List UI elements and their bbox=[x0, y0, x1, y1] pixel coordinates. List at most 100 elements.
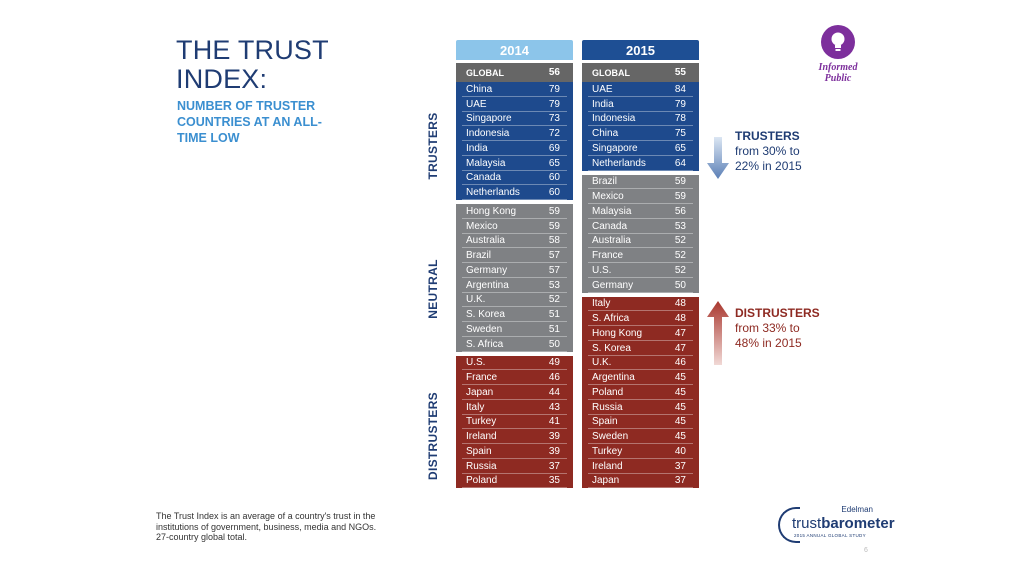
country-name: Singapore bbox=[466, 113, 512, 125]
country-name: Argentina bbox=[466, 279, 509, 291]
callout-trusters-line1: from 30% to bbox=[735, 144, 800, 158]
distrusters-row: France 46 bbox=[456, 370, 573, 385]
section-label-trusters: TRUSTERS bbox=[426, 112, 440, 180]
column-2015: 2015 GLOBAL 55 UAE 84 India 79 Indonesia 78 Chin… bbox=[582, 40, 699, 489]
country-name: Indonesia bbox=[466, 128, 510, 140]
trust-value: 39 bbox=[548, 431, 560, 443]
trust-value: 45 bbox=[674, 386, 686, 398]
trust-value: 52 bbox=[674, 250, 686, 262]
country-name: UAE bbox=[592, 83, 613, 95]
country-name: UAE bbox=[466, 98, 487, 110]
country-name: Poland bbox=[592, 386, 624, 398]
trusters-row: Indonesia 78 bbox=[582, 111, 699, 127]
trust-value: 43 bbox=[548, 401, 560, 413]
neutral-row: Brazil 59 bbox=[582, 174, 699, 190]
country-name: France bbox=[592, 250, 624, 262]
callout-trusters-line2: 22% in 2015 bbox=[735, 159, 802, 173]
distrusters-row: Ireland 39 bbox=[456, 429, 573, 444]
country-name: Indonesia bbox=[592, 113, 636, 125]
badge-label: Informed Public bbox=[808, 62, 868, 84]
logo-tagline: 2015 ANNUAL GLOBAL STUDY bbox=[794, 533, 866, 538]
trust-value: 79 bbox=[548, 98, 560, 110]
country-name: Argentina bbox=[592, 372, 635, 384]
trust-value: 49 bbox=[548, 357, 560, 369]
trust-value: 56 bbox=[548, 67, 560, 78]
country-name: Spain bbox=[592, 416, 618, 428]
country-name: Ireland bbox=[592, 460, 623, 472]
trust-value: 47 bbox=[674, 327, 686, 339]
country-name: U.S. bbox=[592, 264, 612, 276]
country-name: S. Korea bbox=[592, 342, 631, 354]
trust-value: 53 bbox=[548, 279, 560, 291]
trust-value: 79 bbox=[548, 83, 560, 95]
trust-value: 52 bbox=[674, 235, 686, 247]
column-body-2015: GLOBAL 55 UAE 84 India 79 Indonesia 78 China 75 Si… bbox=[582, 63, 699, 489]
country-name: S. Korea bbox=[466, 309, 505, 321]
country-name: Italy bbox=[466, 401, 485, 413]
neutral-row: Malaysia 56 bbox=[582, 204, 699, 219]
trust-value: 45 bbox=[674, 416, 686, 428]
country-name: India bbox=[592, 98, 614, 110]
distrusters-row: Sweden 45 bbox=[582, 429, 699, 444]
callout-trusters: TRUSTERS from 30% to 22% in 2015 bbox=[735, 129, 802, 174]
trust-value: 44 bbox=[548, 386, 560, 398]
country-name: U.K. bbox=[592, 357, 612, 369]
country-name: India bbox=[466, 142, 488, 154]
distrusters-row: Russia 37 bbox=[456, 458, 573, 474]
neutral-row: U.S. 52 bbox=[582, 263, 699, 278]
distrusters-row: Poland 35 bbox=[456, 473, 573, 489]
trust-value: 73 bbox=[548, 113, 560, 125]
country-name: Poland bbox=[466, 475, 498, 487]
country-name: Germany bbox=[466, 264, 508, 276]
column-header-2015: 2015 bbox=[582, 40, 699, 60]
trust-value: 45 bbox=[674, 401, 686, 413]
neutral-row: S. Africa 50 bbox=[456, 336, 573, 352]
country-name: Singapore bbox=[592, 142, 638, 154]
trust-value: 64 bbox=[674, 157, 686, 169]
neutral-row: Argentina 53 bbox=[456, 277, 573, 293]
neutral-row: Australia 52 bbox=[582, 233, 699, 249]
country-name: Canada bbox=[592, 220, 628, 232]
trust-value: 79 bbox=[674, 98, 686, 110]
column-2014: 2014 GLOBAL 56 China 79 UAE 79 Singapore 73 Indo… bbox=[456, 40, 573, 489]
distrusters-row: Spain 45 bbox=[582, 414, 699, 430]
trust-value: 46 bbox=[548, 372, 560, 384]
country-name: Malaysia bbox=[466, 157, 506, 169]
trust-value: 52 bbox=[548, 294, 560, 306]
trusters-row: China 79 bbox=[456, 82, 573, 97]
distrusters-row: Ireland 37 bbox=[582, 458, 699, 474]
trusters-row: Netherlands 60 bbox=[456, 185, 573, 200]
neutral-row: Mexico 59 bbox=[582, 189, 699, 204]
distrusters-row: Japan 44 bbox=[456, 385, 573, 400]
trusters-row: Canada 60 bbox=[456, 170, 573, 186]
trust-value: 59 bbox=[548, 205, 560, 217]
section-label-neutral: NEUTRAL bbox=[426, 259, 440, 319]
neutral-row: U.K. 52 bbox=[456, 292, 573, 308]
trusters-row: Singapore 73 bbox=[456, 111, 573, 127]
neutral-row: Sweden 51 bbox=[456, 322, 573, 337]
trust-value: 52 bbox=[674, 264, 686, 276]
trust-value: 53 bbox=[674, 220, 686, 232]
neutral-row: Mexico 59 bbox=[456, 218, 573, 234]
country-name: Ireland bbox=[466, 431, 497, 443]
lightbulb-icon bbox=[831, 32, 845, 51]
distrusters-row: Italy 48 bbox=[582, 296, 699, 312]
country-name: Hong Kong bbox=[592, 327, 643, 339]
trust-value: 51 bbox=[548, 309, 560, 321]
neutral-row: Germany 57 bbox=[456, 263, 573, 278]
trusters-row: Malaysia 65 bbox=[456, 155, 573, 171]
trust-value: 57 bbox=[548, 250, 560, 262]
country-name: Germany bbox=[592, 279, 634, 291]
country-name: Sweden bbox=[466, 323, 503, 335]
country-name: Japan bbox=[466, 386, 494, 398]
country-name: Canada bbox=[466, 172, 502, 184]
trust-value: 65 bbox=[674, 142, 686, 154]
trusters-row: Netherlands 64 bbox=[582, 155, 699, 171]
neutral-row: Hong Kong 59 bbox=[456, 204, 573, 219]
country-name: Hong Kong bbox=[466, 205, 517, 217]
country-name: China bbox=[592, 128, 619, 140]
trust-value: 57 bbox=[548, 264, 560, 276]
country-name: Italy bbox=[592, 298, 611, 310]
country-name: France bbox=[466, 372, 498, 384]
distrusters-row: Argentina 45 bbox=[582, 370, 699, 385]
